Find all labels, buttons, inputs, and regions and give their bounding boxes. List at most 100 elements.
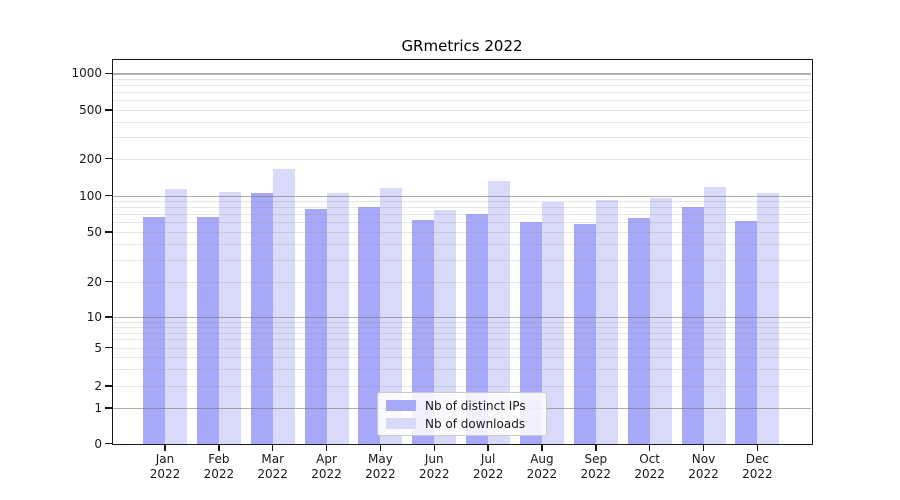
y-tick-label-2: 2	[94, 379, 102, 393]
plot-area	[113, 60, 811, 444]
gridline-minor-400	[113, 121, 811, 123]
bar-distinct-ips-feb	[196, 217, 219, 444]
gridline-minor-7	[113, 332, 811, 334]
x-tick-label-sep: Sep 2022	[580, 452, 612, 481]
x-tick-mark-apr	[325, 445, 328, 451]
x-tick-mark-sep	[595, 445, 597, 451]
y-tick-mark-5	[104, 346, 112, 349]
y-tick-mark-1	[104, 407, 112, 409]
gridline-minor-8	[113, 326, 811, 328]
bar-downloads-sep	[595, 200, 618, 444]
bar-downloads-jan	[165, 188, 187, 444]
y-tick-mark-2	[104, 385, 112, 387]
bar-downloads-jun	[434, 209, 457, 444]
legend-item-distinct-ips: Nb of distinct IPs	[378, 398, 526, 413]
legend-label-distinct-ips: Nb of distinct IPs	[425, 398, 526, 413]
legend-swatch-downloads	[386, 418, 416, 429]
x-tick-label-apr: Apr 2022	[311, 452, 342, 481]
y-tick-mark-500	[104, 109, 112, 111]
bar-distinct-ips-may	[358, 207, 381, 444]
bar-distinct-ips-apr	[304, 209, 327, 444]
y-tick-mark-10	[104, 316, 112, 318]
legend: Nb of distinct IPs Nb of downloads	[377, 392, 547, 436]
gridline-minor-9	[113, 321, 811, 323]
gridline-minor-20	[113, 281, 811, 283]
x-tick-mark-may	[379, 445, 382, 451]
chart-title: GRmetrics 2022	[401, 37, 523, 55]
bar-distinct-ips-sep	[573, 224, 596, 444]
y-tick-mark-100	[104, 194, 112, 197]
x-tick-mark-jul	[487, 445, 489, 451]
gridline-minor-40	[113, 244, 811, 246]
x-tick-label-feb: Feb 2022	[203, 452, 235, 481]
bar-downloads-may	[380, 188, 403, 444]
bar-downloads-apr	[326, 193, 349, 444]
x-tick-mark-aug	[541, 445, 543, 451]
x-tick-mark-jun	[433, 445, 435, 451]
y-tick-label-10: 10	[86, 310, 102, 324]
y-tick-mark-50	[104, 231, 112, 233]
x-tick-label-jul: Jul 2022	[472, 452, 504, 481]
gridline-minor-200	[113, 158, 811, 160]
gridline-minor-50	[113, 232, 811, 233]
gridline-minor-4	[113, 356, 811, 358]
bar-distinct-ips-nov	[681, 207, 704, 444]
gridline-minor-30	[113, 259, 811, 261]
x-tick-label-dec: Dec 2022	[742, 452, 773, 481]
x-tick-label-jun: Jun 2022	[418, 452, 450, 481]
gridline-minor-60	[113, 222, 811, 224]
bar-downloads-oct	[649, 198, 672, 444]
gridline-minor-6	[113, 339, 811, 341]
gridline-minor-700	[113, 92, 811, 94]
y-tick-mark-0	[104, 442, 112, 445]
bar-distinct-ips-aug	[519, 222, 542, 444]
y-tick-label-50: 50	[86, 225, 102, 239]
bar-distinct-ips-jun	[412, 219, 435, 444]
y-tick-label-200: 200	[79, 151, 102, 166]
y-tick-label-1000: 1000	[71, 66, 102, 81]
gridline-minor-5	[113, 347, 811, 349]
x-tick-mark-oct	[648, 445, 651, 451]
gridline-major-100	[113, 195, 811, 197]
gridline-minor-2	[113, 386, 811, 387]
legend-item-downloads: Nb of downloads	[378, 416, 525, 431]
x-tick-label-aug: Aug 2022	[526, 452, 558, 481]
gridline-minor-70	[113, 214, 811, 216]
x-tick-mark-jan	[164, 445, 166, 451]
y-tick-label-20: 20	[86, 274, 102, 289]
x-tick-mark-feb	[218, 445, 220, 451]
bar-downloads-aug	[541, 201, 564, 444]
legend-swatch-distinct-ips	[386, 400, 416, 411]
bar-distinct-ips-jul	[466, 213, 489, 444]
gridline-minor-300	[113, 137, 811, 139]
gridline-major-1000	[113, 73, 811, 75]
gridline-major-10	[113, 317, 811, 319]
x-tick-label-nov: Nov 2022	[688, 452, 719, 481]
gridline-minor-500	[113, 110, 811, 111]
legend-label-downloads: Nb of downloads	[425, 416, 526, 431]
gridline-minor-900	[113, 78, 811, 80]
bar-downloads-dec	[757, 193, 780, 444]
bar-downloads-nov	[703, 187, 726, 444]
bar-downloads-jul	[488, 180, 511, 444]
gridline-minor-600	[113, 100, 811, 102]
bar-distinct-ips-jan	[143, 216, 165, 444]
y-tick-mark-20	[104, 280, 112, 283]
y-tick-label-0: 0	[94, 436, 102, 451]
gridline-minor-800	[113, 85, 811, 87]
bar-downloads-mar	[272, 168, 295, 444]
x-tick-mark-dec	[756, 445, 759, 451]
y-tick-label-1: 1	[94, 401, 102, 415]
x-tick-label-mar: Mar 2022	[257, 452, 288, 481]
y-tick-mark-1000	[104, 72, 112, 75]
gridline-minor-90	[113, 201, 811, 203]
x-tick-label-oct: Oct 2022	[634, 452, 665, 481]
y-tick-label-5: 5	[94, 340, 102, 355]
gridline-minor-3	[113, 368, 811, 370]
bar-distinct-ips-oct	[627, 218, 650, 444]
bar-distinct-ips-dec	[735, 220, 758, 444]
x-tick-mark-nov	[702, 445, 705, 451]
x-tick-mark-mar	[271, 445, 274, 451]
x-tick-label-jan: Jan 2022	[149, 452, 181, 481]
